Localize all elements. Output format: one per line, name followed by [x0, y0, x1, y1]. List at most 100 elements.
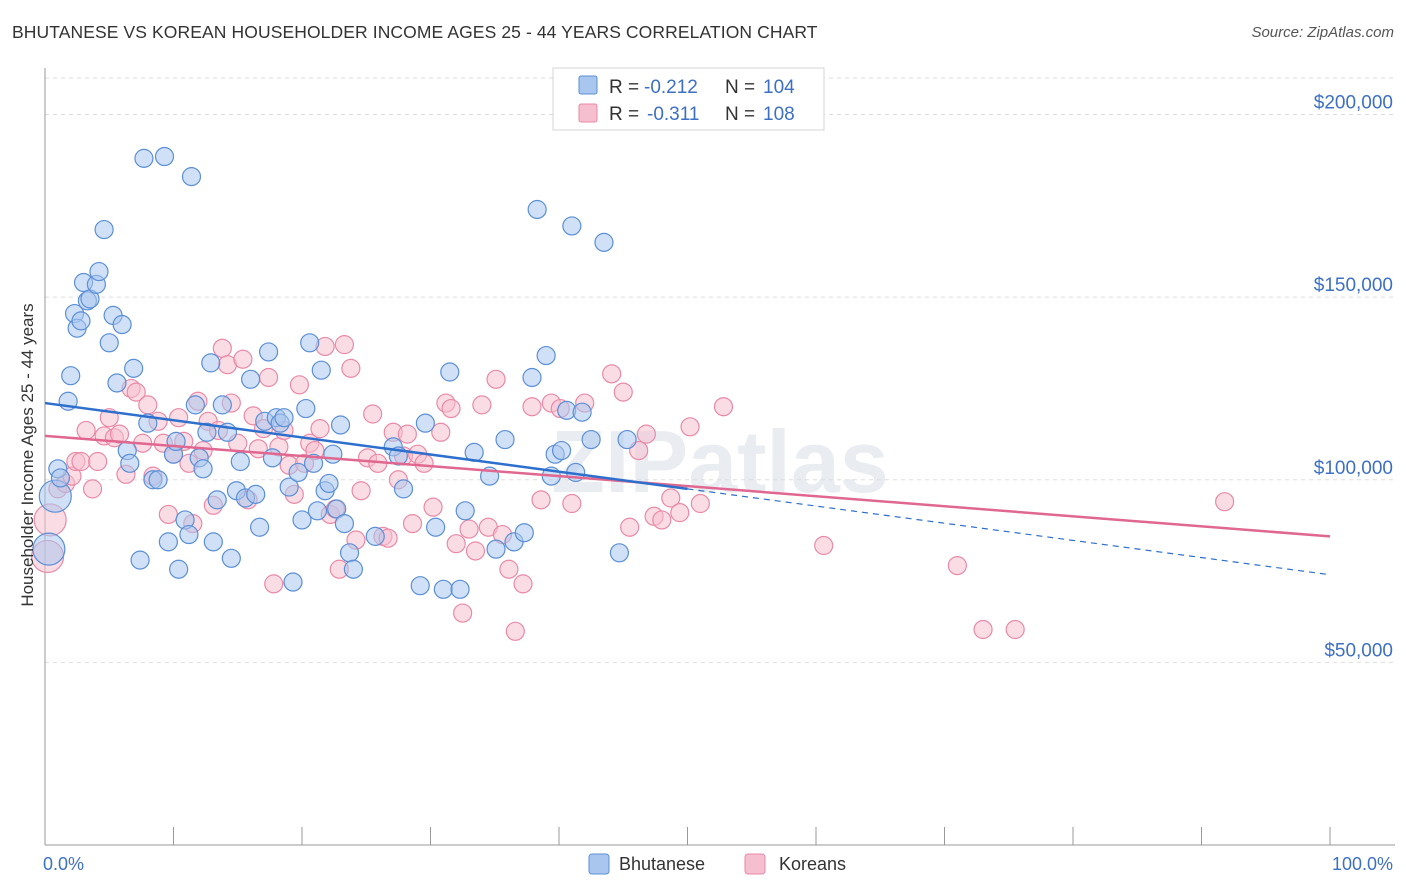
point-bhutanese [296, 398, 316, 419]
point-koreans [212, 338, 232, 358]
legend-r-label: R = [609, 104, 639, 125]
point-bhutanese [212, 395, 232, 415]
x-tick-labels: 0.0% 100.0% [43, 854, 1393, 874]
legend-series-koreans: Koreans [779, 854, 846, 874]
point-koreans [620, 517, 640, 537]
point-bhutanese [50, 468, 71, 488]
point-koreans [505, 621, 525, 641]
point-bhutanese [179, 524, 199, 545]
point-bhutanese [193, 459, 213, 479]
point-bhutanese [99, 333, 119, 353]
point-koreans [109, 424, 130, 444]
point-bhutanese [343, 559, 363, 579]
legend-r-label: R = [609, 77, 639, 98]
point-koreans [486, 369, 506, 389]
point-koreans [423, 497, 443, 517]
point-bhutanese [522, 367, 542, 388]
point-bhutanese [551, 440, 572, 461]
point-bhutanese [303, 453, 324, 473]
point-koreans [947, 555, 967, 576]
point-bhutanese [185, 395, 205, 415]
point-bhutanese [230, 451, 250, 472]
point-bhutanese [181, 167, 202, 187]
point-koreans [258, 367, 279, 388]
point-bhutanese [300, 333, 320, 353]
axes [44, 68, 1395, 846]
point-koreans [562, 493, 582, 514]
point-bhutanese [455, 501, 475, 521]
point-koreans [465, 541, 486, 561]
point-bhutanese [71, 311, 91, 331]
point-koreans [289, 375, 310, 395]
point-bhutanese [307, 501, 328, 521]
point-koreans [341, 358, 361, 378]
point-bhutanese [440, 362, 460, 382]
point-koreans [310, 419, 330, 439]
point-koreans [522, 397, 542, 417]
point-koreans [82, 479, 103, 499]
point-bhutanese [107, 373, 127, 393]
point-bhutanese [279, 477, 299, 497]
point-bhutanese [130, 550, 150, 570]
point-bhutanese [410, 576, 430, 596]
point-koreans [652, 510, 672, 530]
legend-n-value: 104 [763, 77, 795, 98]
legend-swatch-bhutanese [578, 75, 598, 95]
point-bhutanese [134, 148, 154, 168]
point-koreans [88, 451, 108, 472]
point-koreans [233, 349, 253, 369]
point-bhutanese [594, 232, 614, 252]
point-bhutanese [450, 579, 470, 599]
series-bhutanese-points [32, 146, 637, 599]
point-koreans [402, 513, 423, 534]
series-koreans-points [30, 335, 1235, 641]
chart-source: Source: ZipAtlas.com [1251, 24, 1394, 41]
point-koreans [973, 619, 993, 640]
point-koreans [446, 534, 466, 554]
point-koreans [363, 404, 383, 424]
point-koreans [431, 422, 451, 442]
point-bhutanese [393, 479, 414, 499]
point-koreans [1215, 492, 1235, 512]
point-bhutanese [262, 448, 283, 468]
watermark: ZIPatlas [551, 412, 888, 511]
point-koreans [264, 574, 284, 594]
point-koreans [414, 453, 434, 473]
point-bhutanese [89, 261, 109, 282]
legend-swatch-bhutanese-bottom [588, 853, 610, 875]
point-koreans [713, 397, 734, 417]
y-tick-label: $100,000 [1314, 458, 1393, 479]
point-koreans [636, 424, 656, 444]
point-bhutanese [319, 473, 339, 494]
point-bhutanese [274, 408, 294, 428]
point-bhutanese [207, 490, 227, 510]
x-tick-label: 0.0% [43, 854, 84, 874]
point-bhutanese [514, 523, 534, 543]
point-bhutanese [330, 415, 351, 435]
y-tick-label: $50,000 [1324, 640, 1393, 661]
point-bhutanese [158, 532, 178, 552]
point-bhutanese [258, 342, 279, 362]
legend-swatch-koreans-bottom [744, 853, 766, 875]
point-koreans [71, 451, 91, 472]
point-bhutanese [334, 513, 355, 534]
point-koreans [138, 395, 158, 415]
point-bhutanese [201, 353, 221, 373]
point-bhutanese [339, 543, 360, 563]
point-koreans [602, 364, 622, 384]
point-bhutanese [120, 453, 140, 473]
point-koreans [453, 603, 473, 623]
point-koreans [499, 559, 519, 579]
point-koreans [690, 493, 710, 514]
point-koreans [531, 490, 551, 510]
legend-n-label: N = [725, 104, 755, 125]
legend-r-value: -0.311 [647, 104, 699, 125]
gridlines [45, 77, 1395, 663]
point-koreans [169, 408, 189, 428]
point-koreans [351, 481, 371, 501]
legend-swatch-koreans [578, 103, 598, 123]
point-koreans [513, 574, 533, 594]
point-bhutanese [124, 358, 144, 378]
point-bhutanese [527, 199, 547, 220]
